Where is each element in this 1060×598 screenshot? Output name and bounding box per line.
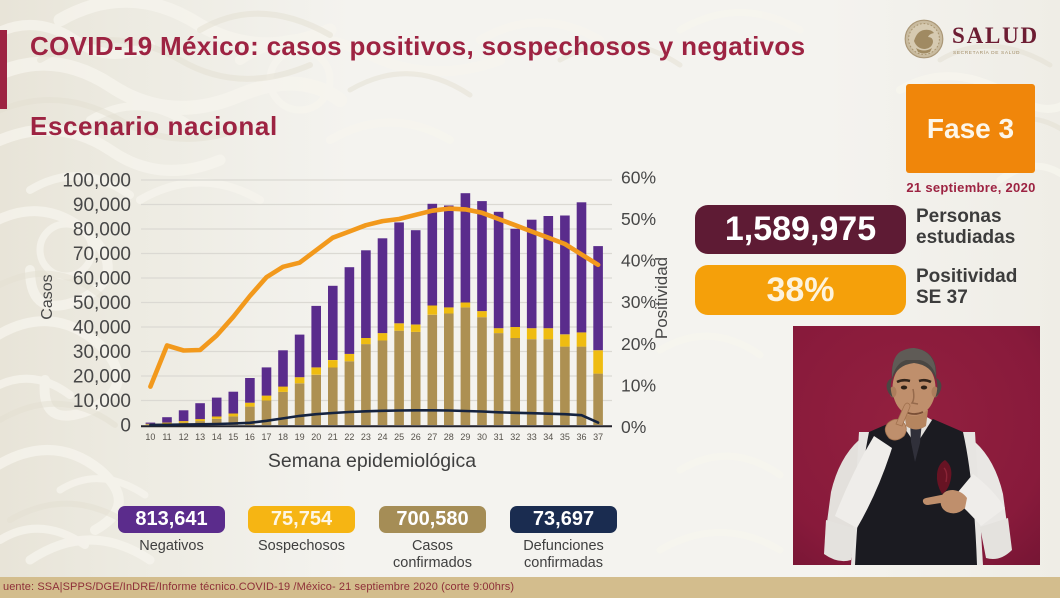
svg-text:21: 21 xyxy=(328,432,338,442)
svg-text:SALUD: SALUD xyxy=(952,23,1039,48)
svg-text:34: 34 xyxy=(543,432,553,442)
svg-text:13: 13 xyxy=(195,432,205,442)
svg-text:20: 20 xyxy=(311,432,321,442)
svg-text:10: 10 xyxy=(145,432,155,442)
svg-text:11: 11 xyxy=(162,432,171,442)
svg-text:Casos: Casos xyxy=(39,274,56,319)
svg-text:23: 23 xyxy=(361,432,371,442)
svg-text:12: 12 xyxy=(179,432,189,442)
svg-text:25: 25 xyxy=(394,432,404,442)
svg-text:36: 36 xyxy=(576,432,586,442)
svg-text:10%: 10% xyxy=(621,375,656,395)
svg-text:16: 16 xyxy=(245,432,255,442)
svg-text:0: 0 xyxy=(120,416,131,437)
svg-text:100,000: 100,000 xyxy=(62,171,131,192)
svg-text:19: 19 xyxy=(295,432,305,442)
svg-text:50,000: 50,000 xyxy=(73,293,131,314)
svg-text:26: 26 xyxy=(411,432,421,442)
svg-text:37: 37 xyxy=(593,432,603,442)
svg-text:10,000: 10,000 xyxy=(73,391,131,412)
svg-text:22: 22 xyxy=(344,432,354,442)
svg-text:Semana epidemiológica: Semana epidemiológica xyxy=(268,450,476,472)
svg-text:29: 29 xyxy=(460,432,470,442)
svg-text:50%: 50% xyxy=(621,209,656,229)
svg-text:31: 31 xyxy=(494,432,504,442)
svg-text:18: 18 xyxy=(278,432,288,442)
svg-text:20%: 20% xyxy=(621,334,656,354)
svg-text:70,000: 70,000 xyxy=(73,244,131,265)
svg-text:60%: 60% xyxy=(621,167,656,187)
svg-text:80,000: 80,000 xyxy=(73,220,131,241)
svg-text:24: 24 xyxy=(377,432,387,442)
svg-text:30,000: 30,000 xyxy=(73,342,131,363)
svg-text:17: 17 xyxy=(261,432,271,442)
svg-text:60,000: 60,000 xyxy=(73,269,131,290)
svg-text:40,000: 40,000 xyxy=(73,318,131,339)
svg-text:28: 28 xyxy=(444,432,454,442)
svg-text:0%: 0% xyxy=(621,417,646,437)
svg-text:30: 30 xyxy=(477,432,487,442)
svg-text:32: 32 xyxy=(510,432,520,442)
svg-text:20,000: 20,000 xyxy=(73,367,131,388)
svg-text:27: 27 xyxy=(427,432,437,442)
svg-text:33: 33 xyxy=(527,432,537,442)
svg-text:90,000: 90,000 xyxy=(73,195,131,216)
svg-text:Positividad: Positividad xyxy=(652,257,671,339)
svg-text:SECRETARÍA DE SALUD: SECRETARÍA DE SALUD xyxy=(953,49,1020,56)
svg-text:14: 14 xyxy=(212,432,222,442)
svg-text:35: 35 xyxy=(560,432,570,442)
svg-text:15: 15 xyxy=(228,432,238,442)
svg-text:30%: 30% xyxy=(621,292,656,312)
svg-text:40%: 40% xyxy=(621,251,656,271)
